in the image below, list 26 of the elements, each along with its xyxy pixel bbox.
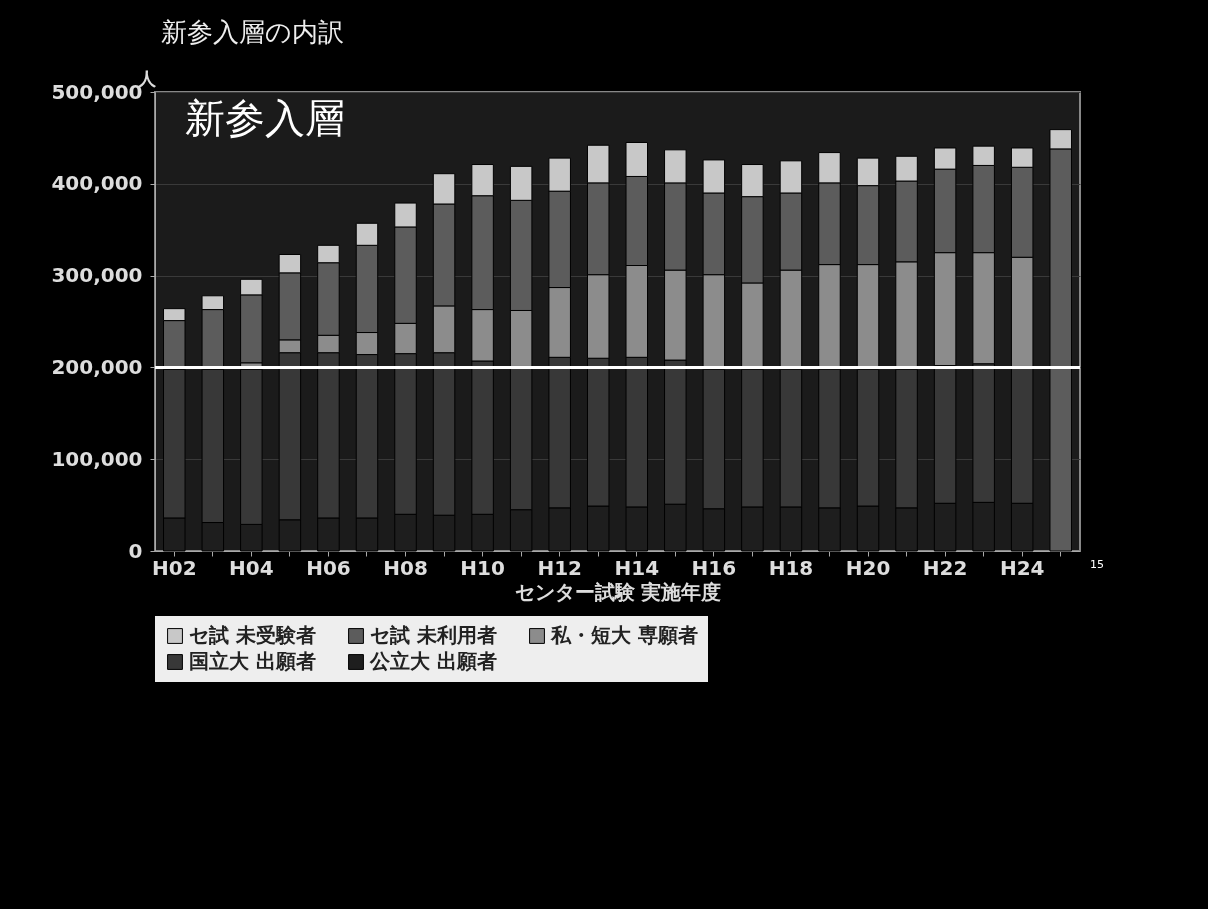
x-tick-label: H24 — [999, 555, 1045, 580]
x-tick-label: H16 — [691, 555, 737, 580]
x-axis-title: センター試験 実施年度 — [514, 579, 722, 604]
x-tick-label: H08 — [383, 555, 428, 580]
legend-label: セ試 未利用者 — [370, 623, 497, 647]
x-tick-label: H02 — [151, 555, 197, 580]
legend-label: セ試 未受験者 — [189, 623, 316, 647]
legend-label: 国立大 出願者 — [189, 649, 316, 673]
y-tick-label: 300,000 — [51, 263, 143, 288]
legend-label: 公立大 出願者 — [369, 649, 497, 673]
y-tick-label: 0 — [128, 538, 143, 563]
y-tick-label: 400,000 — [51, 171, 143, 196]
x-tick-label: H04 — [229, 555, 274, 580]
x-tick-label: H06 — [306, 555, 351, 580]
chart-title: 新参入層の内訳 — [160, 17, 344, 47]
x-tick-label: H10 — [460, 555, 505, 580]
x-tick-label: H22 — [922, 555, 968, 580]
annotation: 新参入層 — [185, 95, 345, 141]
x-tick-label: H20 — [845, 555, 891, 580]
y-tick-label: 200,000 — [51, 354, 143, 379]
text: 15 — [1090, 558, 1104, 571]
legend-label: 私・短大 専願者 — [550, 623, 698, 647]
x-tick-label: H14 — [614, 555, 660, 580]
x-tick-label: H12 — [537, 555, 582, 580]
x-tick-label: H18 — [768, 555, 814, 580]
y-tick-label: 100,000 — [51, 446, 143, 471]
